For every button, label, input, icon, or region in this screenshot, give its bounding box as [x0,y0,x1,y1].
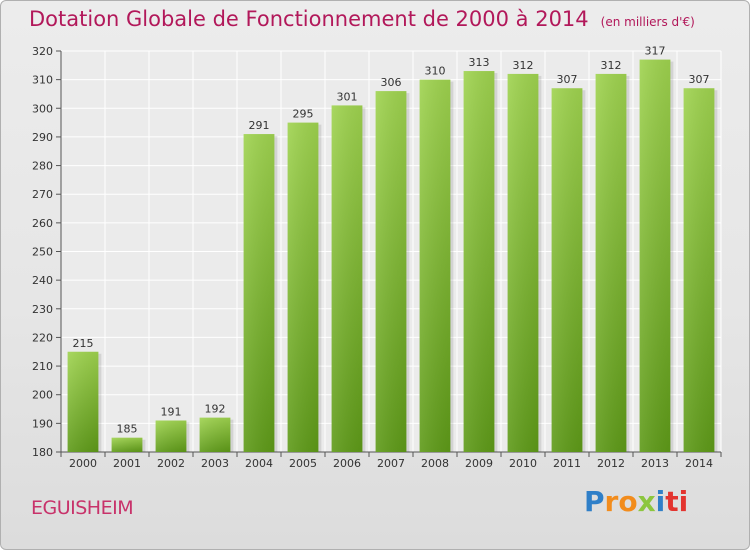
commune-name: EGUISHEIM [31,497,134,519]
data-label: 312 [601,59,622,72]
bar-highlight [639,59,671,452]
y-tick-label: 240 [32,274,53,287]
x-tick-label: 2010 [509,457,537,470]
x-tick-label: 2006 [333,457,361,470]
x-tick-label: 2000 [69,457,97,470]
bar-highlight [287,122,319,452]
logo-letter: r [604,485,619,518]
bar-highlight [595,73,627,453]
chart-title: Dotation Globale de Fonctionnement de 20… [29,7,589,31]
y-tick-label: 310 [32,74,53,87]
y-tick-label: 260 [32,217,53,230]
bar-highlight [507,73,539,453]
y-tick-label: 230 [32,303,53,316]
bar-highlight [243,134,275,453]
data-label: 313 [469,56,490,69]
logo-letter: x [637,485,656,518]
data-label: 192 [205,403,226,416]
logo-letter: o [618,485,638,518]
data-label: 291 [249,119,270,132]
data-label: 310 [425,65,446,78]
x-tick-label: 2001 [113,457,141,470]
bar-highlight [199,417,231,452]
logo-letter: i [655,485,666,518]
bar-highlight [331,105,363,453]
x-tick-label: 2007 [377,457,405,470]
bar-highlight [375,91,407,452]
y-tick-label: 280 [32,160,53,173]
axis-layer: 180 190 200 210 220 230 240 250 260 270 280 290 300 3… [32,45,722,470]
y-tick-label: 210 [32,360,53,373]
y-tick-label: 290 [32,131,53,144]
data-label: 295 [293,108,314,121]
data-label: 215 [73,337,94,350]
data-label: 301 [337,90,358,103]
x-tick-label: 2005 [289,457,317,470]
data-label: 306 [381,76,402,89]
bar-highlight [155,420,187,452]
data-label: 312 [513,59,534,72]
x-tick-label: 2003 [201,457,229,470]
x-tick-label: 2002 [157,457,185,470]
y-tick-label: 320 [32,45,53,58]
bar-highlight [683,88,715,452]
x-tick-label: 2014 [685,457,713,470]
logo-letter: ti [665,485,689,518]
data-label: 317 [645,45,666,58]
data-label: 185 [117,423,138,436]
bar-highlight [67,351,99,452]
x-tick-label: 2004 [245,457,273,470]
y-tick-label: 300 [32,102,53,115]
data-label: 307 [689,73,710,86]
data-label: 307 [557,73,578,86]
logo-letter: P [584,485,605,518]
x-tick-label: 2008 [421,457,449,470]
x-tick-label: 2009 [465,457,493,470]
y-tick-label: 250 [32,246,53,259]
bar-highlight [551,88,583,452]
y-tick-label: 190 [32,417,53,430]
x-tick-label: 2013 [641,457,669,470]
x-tick-label: 2012 [597,457,625,470]
bar-highlight [419,79,451,453]
bar-layer [67,59,718,453]
bar-highlight [463,71,495,453]
data-label: 191 [161,405,182,418]
bar-highlight [111,437,143,452]
chart-subtitle: (en milliers d'€) [600,15,695,29]
y-tick-label: 180 [32,446,53,459]
label-layer: 215 185 191 192 291 295 301 306 310 313 312 307 312 3… [73,45,710,436]
title-row: Dotation Globale de Fonctionnement de 20… [29,7,695,31]
y-tick-label: 200 [32,389,53,402]
x-tick-label: 2011 [553,457,581,470]
proxiti-logo: Proxiti [584,485,688,518]
y-tick-label: 220 [32,331,53,344]
y-tick-label: 270 [32,188,53,201]
